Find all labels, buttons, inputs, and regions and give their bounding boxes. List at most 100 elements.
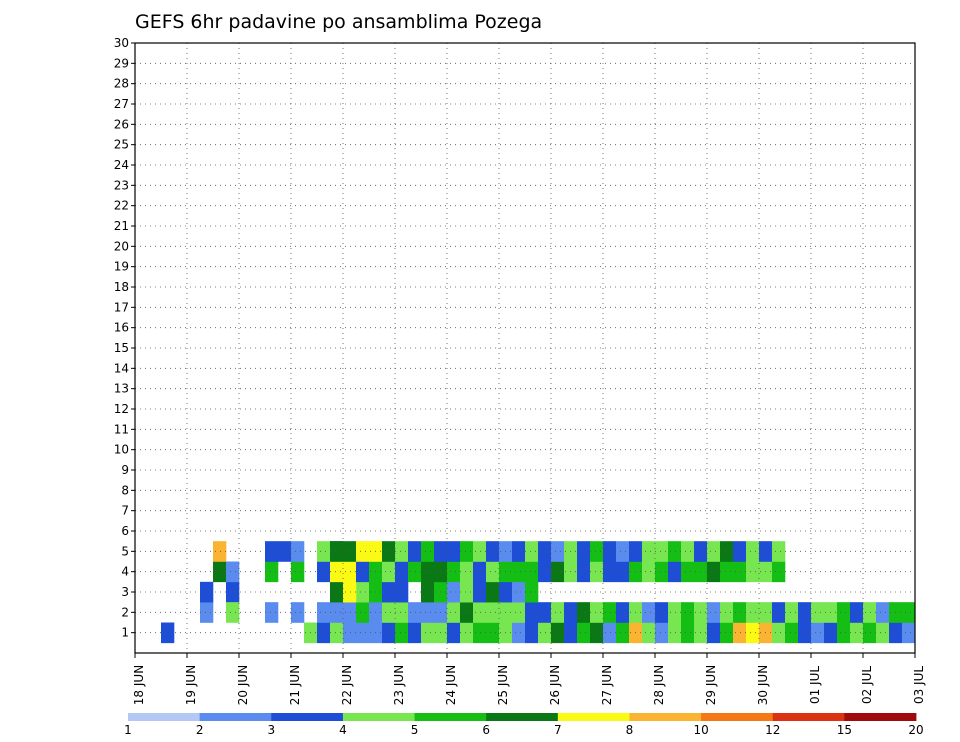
- heatmap-cell: [382, 602, 396, 623]
- colorbar-label: 12: [765, 723, 780, 737]
- heatmap-cell: [356, 561, 370, 583]
- heatmap-cell: [317, 561, 331, 583]
- heatmap-cell: [837, 602, 851, 623]
- x-tick-label: 02 JUL: [860, 666, 874, 704]
- heatmap-cell: [330, 561, 344, 583]
- heatmap-cell: [720, 541, 734, 562]
- colorbar-segment: [342, 713, 415, 721]
- heatmap-cell: [343, 541, 357, 562]
- heatmap-cell: [382, 581, 396, 603]
- heatmap-cell: [538, 561, 552, 583]
- heatmap-cell: [642, 541, 656, 562]
- colorbar-label: 8: [626, 723, 634, 737]
- heatmap-cell: [668, 541, 682, 562]
- y-tick-label: 8: [121, 483, 129, 497]
- heatmap-cell: [317, 541, 331, 562]
- y-tick-label: 6: [121, 524, 129, 538]
- y-tick-label: 18: [114, 280, 129, 294]
- heatmap-cell: [876, 602, 890, 623]
- heatmap-cell: [733, 541, 747, 562]
- heatmap-cell: [161, 622, 175, 644]
- heatmap-cell: [798, 602, 812, 623]
- heatmap-cell: [486, 581, 500, 603]
- y-tick-label: 2: [121, 605, 129, 619]
- heatmap-cell: [603, 602, 617, 623]
- heatmap-cell: [356, 622, 370, 644]
- heatmap-cell: [577, 561, 591, 583]
- heatmap-cell: [785, 602, 799, 623]
- heatmap-cell: [408, 561, 422, 583]
- heatmap-cell: [577, 622, 591, 644]
- heatmap-cell: [746, 622, 760, 644]
- heatmap-cell: [447, 581, 461, 603]
- heatmap-cell: [577, 541, 591, 562]
- heatmap-cell: [525, 541, 539, 562]
- y-tick-label: 10: [114, 443, 129, 457]
- colorbar-label: 10: [693, 723, 708, 737]
- colorbar-segment: [414, 713, 487, 721]
- heatmap-cell: [460, 561, 474, 583]
- y-tick-label: 9: [121, 463, 129, 477]
- x-tick-label: 19 JUN: [184, 665, 198, 705]
- heatmap-cell: [200, 602, 214, 623]
- heatmap-cell: [590, 561, 604, 583]
- heatmap-cell: [681, 602, 695, 623]
- y-tick-label: 13: [114, 382, 129, 396]
- heatmap-cell: [603, 561, 617, 583]
- heatmap-cell: [655, 602, 669, 623]
- heatmap-cell: [798, 622, 812, 644]
- heatmap-cell: [226, 602, 240, 623]
- heatmap-cell: [382, 541, 396, 562]
- heatmap-cell: [486, 622, 500, 644]
- heatmap-cell: [746, 561, 760, 583]
- colorbar-segment: [629, 713, 702, 721]
- y-tick-label: 3: [121, 585, 129, 599]
- heatmap-cell: [486, 541, 500, 562]
- y-tick-labels: 1234567891011121314151617181920212223242…: [114, 36, 135, 640]
- y-tick-label: 21: [114, 219, 129, 233]
- heatmap-cell: [707, 541, 721, 562]
- heatmap-cell: [616, 602, 630, 623]
- heatmap-cell: [616, 541, 630, 562]
- heatmap-cell: [330, 541, 344, 562]
- heatmap-cell: [538, 602, 552, 623]
- heatmap-cell: [408, 541, 422, 562]
- colorbar-segment: [557, 713, 630, 721]
- heatmap-cells: [161, 541, 916, 644]
- colorbar-segment: [128, 713, 201, 721]
- heatmap-cell: [668, 561, 682, 583]
- heatmap-cell: [512, 622, 526, 644]
- heatmap-cell: [668, 602, 682, 623]
- heatmap-cell: [525, 561, 539, 583]
- heatmap-cell: [226, 581, 240, 603]
- chart-title: GEFS 6hr padavine po ansamblima Pozega: [135, 11, 542, 33]
- heatmap-cell: [265, 602, 279, 623]
- heatmap-cell: [720, 561, 734, 583]
- heatmap-cell: [395, 622, 409, 644]
- colorbar-segment: [271, 713, 344, 721]
- y-tick-label: 17: [114, 300, 129, 314]
- heatmap-cell: [772, 541, 786, 562]
- heatmap-cell: [655, 561, 669, 583]
- heatmap-cell: [811, 602, 825, 623]
- heatmap-cell: [291, 561, 305, 583]
- heatmap-cell: [330, 581, 344, 603]
- x-tick-label: 22 JUN: [340, 665, 354, 705]
- x-tick-label: 18 JUN: [132, 665, 146, 705]
- heatmap-cell: [395, 602, 409, 623]
- heatmap-cell: [486, 561, 500, 583]
- heatmap-cell: [265, 561, 279, 583]
- colorbar-label: 15: [837, 723, 852, 737]
- heatmap-cell: [720, 622, 734, 644]
- y-tick-label: 4: [121, 565, 129, 579]
- heatmap-cell: [733, 561, 747, 583]
- heatmap-cell: [590, 622, 604, 644]
- heatmap-cell: [382, 622, 396, 644]
- heatmap-cell: [785, 622, 799, 644]
- x-tick-label: 30 JUN: [756, 665, 770, 705]
- colorbar-segment: [701, 713, 774, 721]
- heatmap-cell: [681, 541, 695, 562]
- heatmap-cell: [707, 561, 721, 583]
- heatmap-cell: [746, 602, 760, 623]
- y-tick-label: 28: [114, 77, 129, 91]
